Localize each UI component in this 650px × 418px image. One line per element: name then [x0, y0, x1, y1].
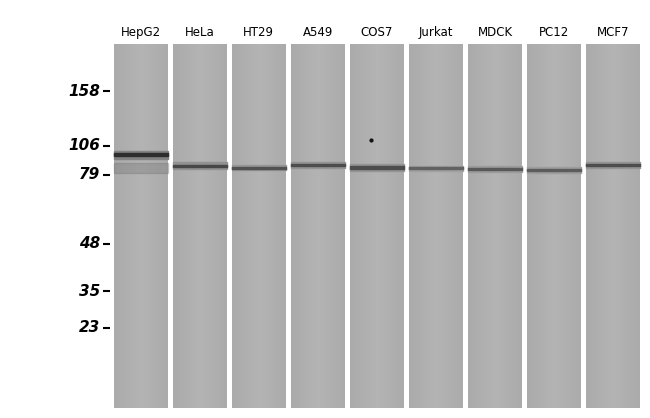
Text: 35: 35	[79, 284, 100, 299]
Bar	[468, 168, 522, 171]
Text: COS7: COS7	[361, 26, 393, 39]
Text: Jurkat: Jurkat	[419, 26, 453, 39]
Bar	[586, 163, 640, 166]
Text: PC12: PC12	[539, 26, 569, 39]
Bar	[468, 166, 522, 172]
Text: 106: 106	[68, 138, 100, 153]
Text: MDCK: MDCK	[478, 26, 513, 39]
Bar	[114, 163, 168, 173]
Bar	[586, 161, 640, 168]
Bar	[350, 166, 404, 169]
Text: 48: 48	[79, 237, 100, 251]
Text: 79: 79	[79, 167, 100, 182]
Bar	[291, 162, 345, 168]
Text: HT29: HT29	[243, 26, 274, 39]
Text: MCF7: MCF7	[597, 26, 630, 39]
Text: HeLa: HeLa	[185, 26, 215, 39]
Text: HepG2: HepG2	[121, 26, 161, 39]
Bar	[114, 151, 168, 159]
Bar	[409, 167, 463, 169]
Bar	[527, 167, 581, 173]
Bar	[232, 166, 286, 168]
Bar	[527, 169, 581, 171]
Text: 23: 23	[79, 320, 100, 335]
Bar	[291, 164, 345, 166]
Bar	[173, 165, 227, 167]
Text: A549: A549	[303, 26, 333, 39]
Bar	[114, 153, 168, 156]
Bar	[350, 164, 404, 171]
Bar	[232, 165, 286, 171]
Bar	[409, 166, 463, 171]
Text: 158: 158	[68, 84, 100, 99]
Bar	[173, 163, 227, 169]
